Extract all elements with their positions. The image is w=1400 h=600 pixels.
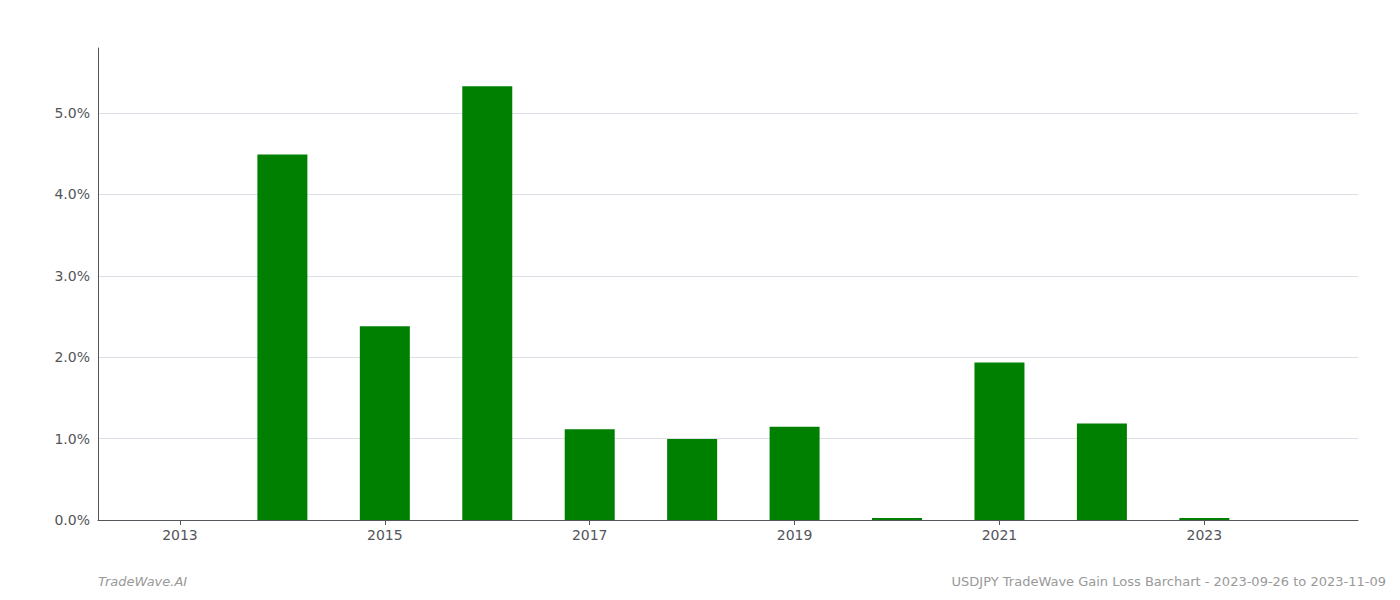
svg-text:USDJPY TradeWave Gain Loss Bar: USDJPY TradeWave Gain Loss Barchart - 20… (952, 574, 1386, 589)
svg-text:3.0%: 3.0% (54, 268, 90, 284)
svg-text:1.0%: 1.0% (54, 431, 90, 447)
svg-text:2019: 2019 (777, 527, 813, 543)
svg-text:TradeWave.AI: TradeWave.AI (98, 574, 187, 589)
svg-text:5.0%: 5.0% (54, 105, 90, 121)
svg-text:2013: 2013 (162, 527, 198, 543)
svg-text:2.0%: 2.0% (54, 349, 90, 365)
svg-text:0.0%: 0.0% (54, 512, 90, 528)
svg-text:4.0%: 4.0% (54, 186, 90, 202)
svg-text:2023: 2023 (1187, 527, 1223, 543)
svg-text:2017: 2017 (572, 527, 608, 543)
svg-text:2015: 2015 (367, 527, 403, 543)
svg-text:2021: 2021 (982, 527, 1018, 543)
